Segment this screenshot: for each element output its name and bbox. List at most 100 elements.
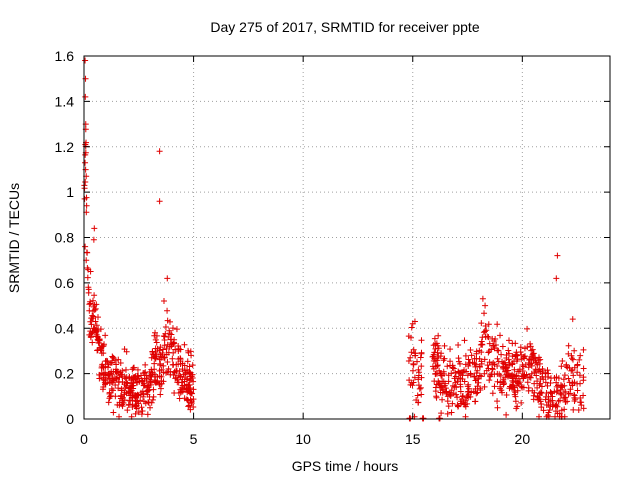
data-point (577, 380, 584, 387)
data-point (514, 403, 521, 410)
data-point (113, 374, 120, 381)
data-point (129, 380, 136, 387)
data-point (138, 411, 145, 418)
data-point (145, 399, 152, 406)
data-point (444, 398, 451, 405)
data-point (140, 390, 147, 397)
data-point (559, 358, 566, 365)
data-point (95, 337, 102, 344)
data-point (471, 373, 478, 380)
data-point (85, 289, 92, 296)
data-point (553, 374, 560, 381)
data-point (431, 335, 438, 342)
data-point (418, 363, 425, 370)
data-point (91, 225, 98, 232)
data-point (534, 378, 541, 385)
data-point (94, 314, 101, 321)
data-point (114, 401, 121, 408)
data-point (407, 354, 414, 361)
data-point (520, 375, 527, 382)
data-point (455, 341, 462, 348)
data-point (181, 378, 188, 385)
data-point (417, 384, 424, 391)
data-point (509, 375, 516, 382)
data-point (188, 399, 195, 406)
data-point (172, 346, 179, 353)
data-point (122, 375, 129, 382)
y-tick-label: 1.2 (55, 139, 75, 155)
x-tick-label: 20 (515, 431, 531, 447)
data-point (105, 371, 112, 378)
data-point (169, 325, 176, 332)
data-point (494, 398, 501, 405)
data-point (176, 395, 183, 402)
data-point (454, 378, 461, 385)
data-point (96, 344, 103, 351)
data-point (138, 404, 145, 411)
data-point (542, 393, 549, 400)
data-point (135, 372, 142, 379)
data-point (454, 394, 461, 401)
data-point (459, 392, 466, 399)
data-point (478, 358, 485, 365)
data-point (464, 400, 471, 407)
data-point (462, 352, 469, 359)
data-point (124, 407, 131, 414)
data-point (565, 342, 572, 349)
data-point (125, 402, 132, 409)
data-point (567, 390, 574, 397)
data-point (454, 401, 461, 408)
data-point (136, 378, 143, 385)
data-point (468, 352, 475, 359)
data-point (149, 396, 156, 403)
data-point (432, 371, 439, 378)
data-point (474, 376, 481, 383)
data-point (107, 392, 114, 399)
data-point (554, 252, 561, 259)
data-point (132, 410, 139, 417)
data-point (112, 381, 119, 388)
data-point (185, 347, 192, 354)
data-point (441, 342, 448, 349)
data-point (443, 389, 450, 396)
data-point (180, 371, 187, 378)
data-point (412, 352, 419, 359)
data-point (108, 385, 115, 392)
data-point (506, 385, 513, 392)
data-point (482, 302, 489, 309)
data-point (420, 415, 427, 422)
data-point (156, 381, 163, 388)
data-point (190, 378, 197, 385)
data-point (87, 318, 94, 325)
data-point (185, 403, 192, 410)
data-point (179, 388, 186, 395)
data-point (534, 396, 541, 403)
data-point (509, 361, 516, 368)
data-point (91, 325, 98, 332)
data-point (491, 383, 498, 390)
data-point (561, 389, 568, 396)
data-point (555, 398, 562, 405)
data-point (521, 355, 528, 362)
data-point (167, 371, 174, 378)
data-point (175, 347, 182, 354)
data-point (577, 352, 584, 359)
data-point (408, 324, 415, 331)
data-point (547, 379, 554, 386)
data-point (485, 349, 492, 356)
data-point (574, 361, 581, 368)
data-point (418, 349, 425, 356)
data-point (132, 375, 139, 382)
data-point (121, 389, 128, 396)
data-point (515, 368, 522, 375)
data-point (492, 342, 499, 349)
data-point (489, 366, 496, 373)
data-point (409, 367, 416, 374)
grid (84, 56, 610, 419)
data-point (102, 369, 109, 376)
data-point (481, 370, 488, 377)
data-point (113, 376, 120, 383)
data-point (175, 372, 182, 379)
data-point (467, 346, 474, 353)
data-point (478, 320, 485, 327)
